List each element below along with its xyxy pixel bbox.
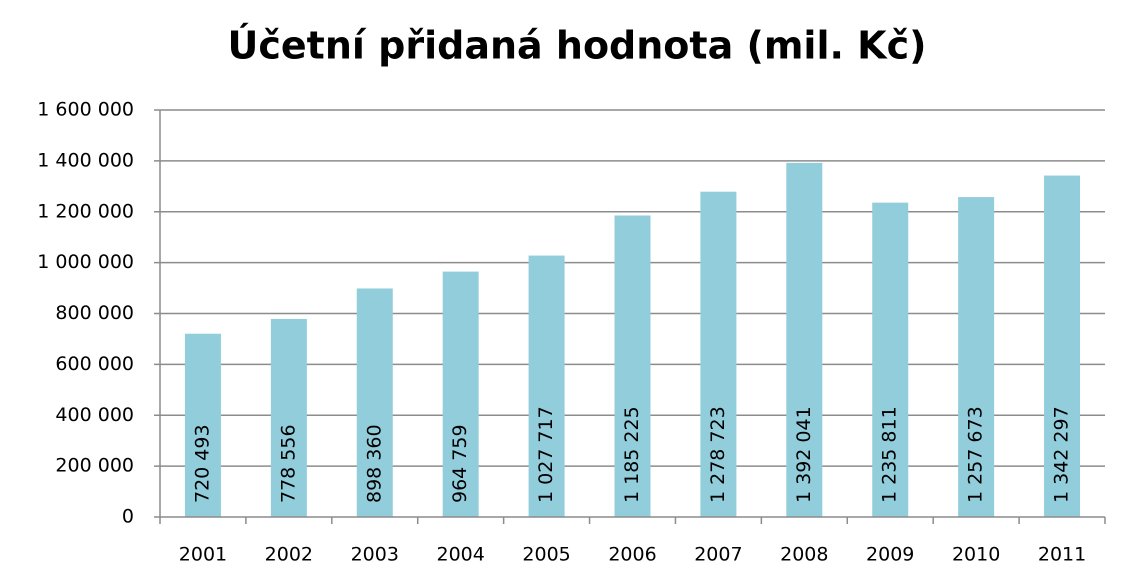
y-tick-label: 600 000 [55, 353, 134, 375]
x-tick-label: 2005 [522, 544, 570, 566]
value-label: 1 342 297 [1051, 406, 1073, 503]
value-label: 1 185 225 [621, 406, 643, 503]
x-tick-label: 2002 [265, 544, 313, 566]
value-label: 720 493 [191, 424, 213, 503]
bar [270, 318, 307, 517]
chart-title: Účetní přidaná hodnota (mil. Kč) [228, 24, 927, 68]
value-label: 898 360 [363, 424, 385, 503]
x-tick-label: 2001 [179, 544, 227, 566]
x-tick-label: 2011 [1038, 544, 1086, 566]
value-label: 1 278 723 [707, 406, 729, 503]
bar [442, 271, 479, 517]
y-tick-label: 1 400 000 [37, 149, 134, 171]
value-label: 1 235 811 [879, 406, 901, 503]
bar [528, 255, 565, 517]
bar [1044, 175, 1081, 517]
x-tick-label: 2006 [608, 544, 656, 566]
value-label: 1 027 717 [535, 406, 557, 503]
value-label: 1 257 673 [965, 406, 987, 503]
bar [958, 197, 995, 517]
bar [872, 202, 909, 518]
value-label: 778 556 [277, 424, 299, 503]
y-tick-label: 800 000 [55, 302, 134, 324]
y-tick-label: 0 [122, 506, 134, 528]
bar [786, 162, 823, 517]
value-label: 1 392 041 [793, 406, 815, 503]
y-tick-label: 1 000 000 [37, 251, 134, 273]
x-tick-label: 2004 [437, 544, 485, 566]
y-tick-label: 1 200 000 [37, 200, 134, 222]
bar [700, 191, 737, 517]
x-tick-label: 2003 [351, 544, 399, 566]
value-label: 964 759 [449, 424, 471, 503]
bar [614, 215, 651, 517]
x-tick-label: 2009 [866, 544, 914, 566]
y-tick-label: 1 600 000 [37, 99, 134, 121]
bar [184, 333, 221, 517]
x-tick-label: 2010 [952, 544, 1000, 566]
x-tick-label: 2008 [780, 544, 828, 566]
bar [356, 288, 393, 517]
y-tick-label: 200 000 [55, 455, 134, 477]
x-tick-label: 2007 [694, 544, 742, 566]
y-tick-label: 400 000 [55, 404, 134, 426]
